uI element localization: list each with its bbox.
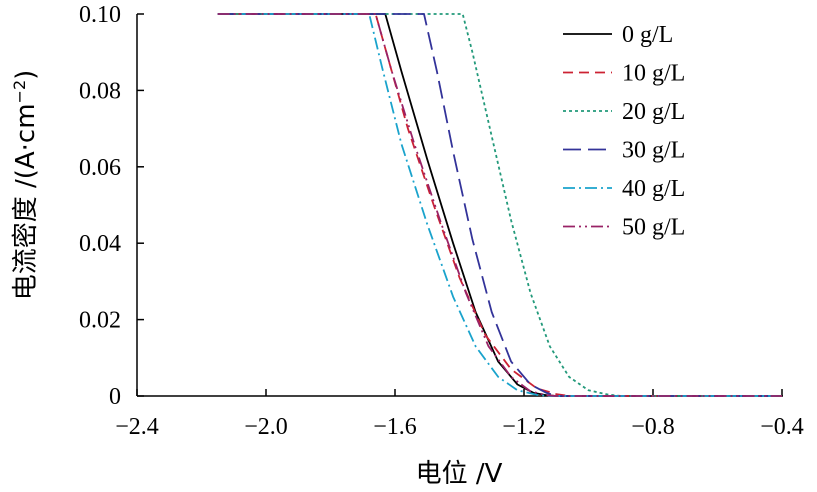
y-axis-title: 电流密度 /(A·cm−2) [10,70,42,301]
y-tick-label: 0 [109,384,121,410]
y-tick-label: 0.04 [79,231,121,257]
x-tick-label: −0.4 [760,414,804,440]
series-lines [217,13,782,397]
series-line-20-g-l [217,13,782,397]
x-tick-label: −1.2 [502,414,546,440]
y-tick-label: 0.10 [79,2,121,28]
y-tick-label: 0.06 [79,155,121,181]
y-tick-label: 0.02 [79,308,121,334]
legend-label: 50 g/L [622,215,685,241]
x-axis-ticks: −2.4 −2.0 −1.6 −1.2 −0.8 −0.4 [115,389,804,440]
series-line-10-g-l [217,13,782,397]
series-line-0-g-l [217,13,782,397]
y-tick-label: 0.08 [79,78,121,104]
y-axis-title-exponent: −2 [10,80,29,104]
series-line-40-g-l [217,13,782,397]
legend: 0 g/L 10 g/L 20 g/L 30 g/L 40 g/L 50 g/L [563,22,685,241]
legend-label: 30 g/L [622,138,685,164]
x-axis-title: 电位 /V [416,459,503,489]
y-axis-title-close: ) [11,70,41,80]
legend-label: 20 g/L [622,99,685,125]
y-axis-title-main: 电流密度 /(A·cm [11,103,41,300]
x-tick-label: −1.6 [373,414,417,440]
x-tick-label: −2.0 [244,414,288,440]
legend-label: 40 g/L [622,176,685,202]
x-tick-label: −2.4 [115,414,159,440]
legend-label: 0 g/L [622,22,673,48]
y-axis-ticks: 0 0.02 0.04 0.06 0.08 0.10 [79,2,144,410]
series-line-30-g-l [217,13,782,397]
plot-area [136,14,783,397]
legend-label: 10 g/L [622,61,685,87]
series-line-50-g-l [217,13,782,397]
x-tick-label: −0.8 [631,414,675,440]
